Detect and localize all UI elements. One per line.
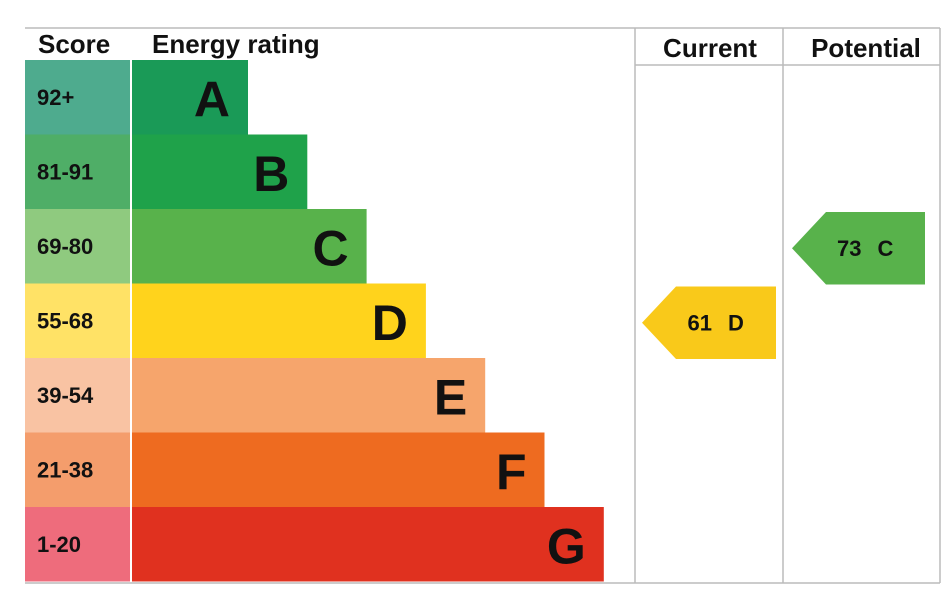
score-cell [25,134,130,209]
score-cell [25,358,130,433]
score-range: 69-80 [37,234,93,259]
score-cell [25,507,130,582]
score-range: 92+ [37,85,74,110]
current-arrow [642,286,776,359]
score-cell [25,283,130,358]
current-rating: D [728,310,744,335]
potential-rating: C [878,236,894,261]
rating-bar [132,209,367,284]
score-header: Score [38,29,110,59]
rating-bar [132,283,426,358]
potential-value: 73 [837,236,861,261]
frame [25,27,941,584]
score-range: 39-54 [37,383,94,408]
rating-letter: F [496,444,527,500]
score-cell [25,209,130,284]
current-header: Current [663,33,757,63]
rating-bar [132,134,308,209]
rating-bar [132,507,604,582]
potential-header: Potential [811,33,921,63]
rating-bar [132,358,486,433]
rating-letter: C [312,220,348,276]
rating-letter: G [547,518,586,574]
rating-letter: B [253,146,289,202]
score-cell [25,60,130,135]
score-range: 81-91 [37,159,93,184]
score-range: 55-68 [37,308,93,333]
potential-arrow [792,212,925,285]
rating-letter: E [434,369,467,425]
score-range: 1-20 [37,532,81,557]
rating-header: Energy rating [152,29,320,59]
rating-bar [132,432,545,507]
current-value: 61 [688,310,712,335]
rating-bar [132,60,248,135]
score-range: 21-38 [37,457,93,482]
rating-letter: D [372,295,408,351]
score-cell [25,432,130,507]
rating-letter: A [194,71,230,127]
